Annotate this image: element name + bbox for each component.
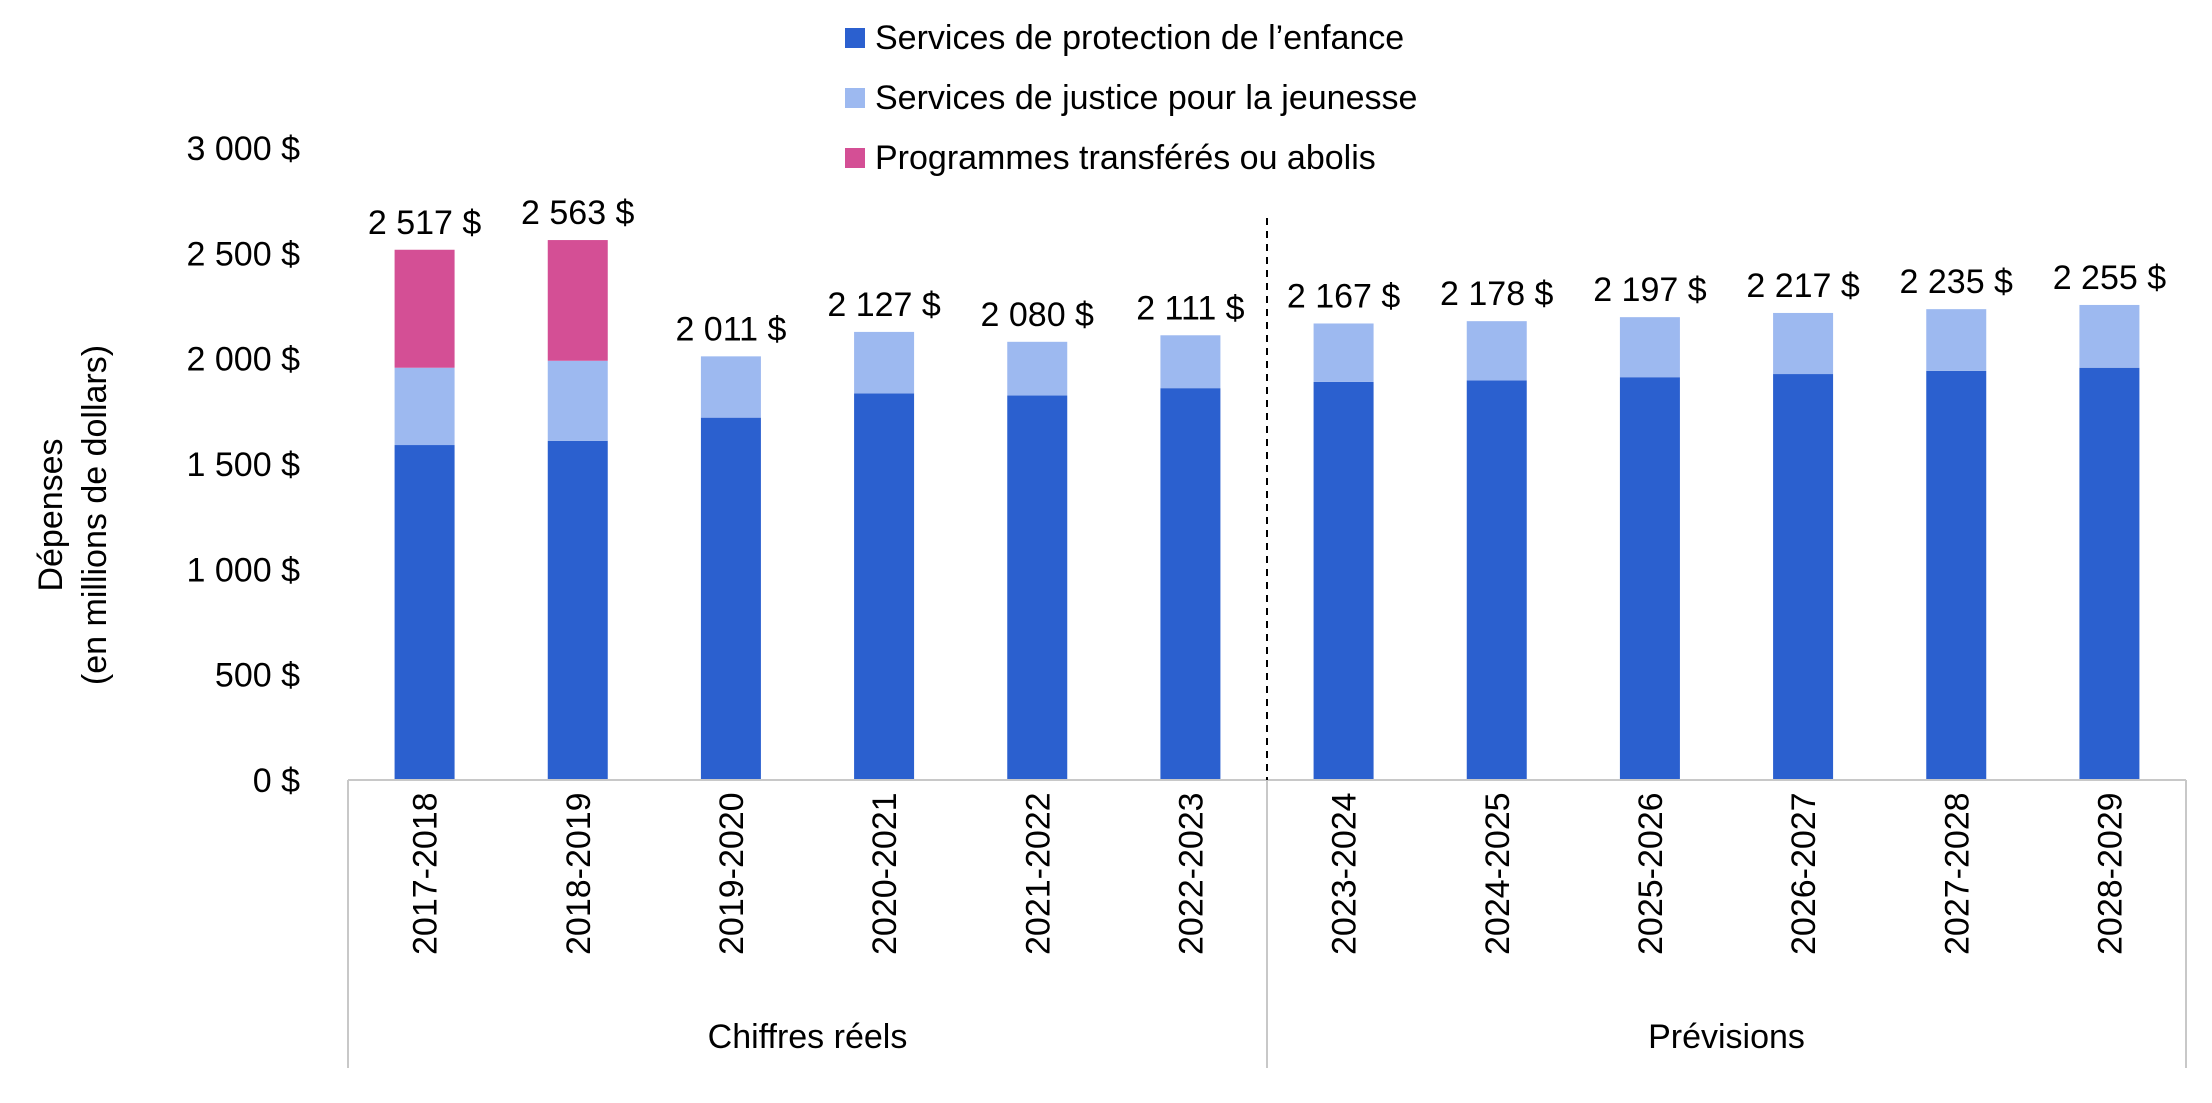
total-data-label: 2 011 $	[675, 310, 786, 348]
legend-swatch-protection	[845, 28, 865, 48]
y-tick-label: 2 500 $	[187, 235, 301, 273]
legend-label-justice: Services de justice pour la jeunesse	[875, 78, 1418, 117]
total-data-label: 2 127 $	[827, 286, 941, 324]
bar-segment-1	[1773, 374, 1834, 780]
legend: Services de protection de l’enfance Serv…	[845, 8, 1417, 188]
bar-segment-1	[1926, 370, 1987, 780]
total-data-label: 2 178 $	[1440, 275, 1554, 313]
x-tick-label: 2019-2020	[713, 792, 751, 955]
y-axis-title-line: (en millions de dollars)	[76, 345, 114, 685]
legend-swatch-transferred	[845, 148, 865, 168]
x-tick-label: 2026-2027	[1785, 792, 1823, 955]
x-tick-label: 2022-2023	[1172, 792, 1210, 955]
bar-segment-2	[1007, 341, 1068, 396]
x-tick-label: 2017-2018	[407, 792, 445, 955]
x-tick-label: 2023-2024	[1326, 792, 1364, 955]
y-axis-title: Dépenses (en millions de dollars)	[32, 345, 114, 685]
bar-segment-2	[1313, 323, 1374, 382]
total-data-label: 2 080 $	[981, 296, 1095, 334]
bar-segment-2	[394, 367, 455, 446]
bar-segment-2	[547, 360, 608, 441]
legend-label-protection: Services de protection de l’enfance	[875, 18, 1405, 57]
total-data-label: 2 217 $	[1746, 267, 1860, 305]
y-axis-title-line: Dépenses	[32, 438, 70, 591]
bar-segment-1	[394, 445, 455, 780]
x-tick-label: 2027-2028	[1938, 792, 1976, 955]
x-tick-label: 2021-2022	[1019, 792, 1057, 955]
legend-item-justice: Services de justice pour la jeunesse	[845, 68, 1417, 128]
bar-segment-2	[1160, 335, 1221, 389]
bar-segment-1	[700, 417, 761, 780]
group-label: Chiffres réels	[708, 1018, 908, 1056]
total-data-label: 2 563 $	[521, 194, 635, 232]
total-data-label: 2 111 $	[1136, 289, 1244, 327]
bar-segment-2	[700, 356, 761, 418]
total-data-label: 2 235 $	[1900, 263, 2014, 301]
bar-segment-1	[547, 440, 608, 780]
x-tick-label: 2020-2021	[866, 792, 904, 955]
y-tick-label: 1 500 $	[187, 446, 301, 484]
total-data-label: 2 197 $	[1593, 271, 1707, 309]
legend-item-transferred: Programmes transférés ou abolis	[845, 128, 1417, 188]
bar-segment-3	[394, 249, 455, 368]
group-label: Prévisions	[1648, 1018, 1805, 1056]
x-tick-label: 2028-2029	[2091, 792, 2129, 955]
bar-segment-2	[1619, 317, 1680, 378]
bar-segment-1	[1007, 395, 1068, 780]
x-tick-label: 2018-2019	[560, 792, 598, 955]
total-data-label: 2 167 $	[1287, 277, 1401, 315]
bar-segment-1	[854, 393, 915, 780]
total-data-label: 2 517 $	[368, 204, 482, 242]
bar-segment-2	[1773, 312, 1834, 375]
legend-item-protection: Services de protection de l’enfance	[845, 8, 1417, 68]
bar-segment-2	[854, 331, 915, 394]
x-tick-label: 2025-2026	[1632, 792, 1670, 955]
bar-segment-2	[2079, 304, 2140, 368]
bar-segment-3	[547, 240, 608, 361]
total-data-label: 2 255 $	[2053, 259, 2167, 297]
y-tick-label: 1 000 $	[187, 551, 301, 589]
legend-swatch-justice	[845, 88, 865, 108]
legend-label-transferred: Programmes transférés ou abolis	[875, 138, 1376, 177]
bar-segment-1	[1619, 377, 1680, 780]
bar-segment-1	[1160, 388, 1221, 780]
x-tick-label: 2024-2025	[1479, 792, 1517, 955]
y-tick-label: 500 $	[215, 657, 300, 695]
bar-segment-2	[1466, 321, 1527, 381]
bar-segment-2	[1926, 309, 1987, 371]
bar-segment-1	[1313, 381, 1374, 780]
y-tick-label: 0 $	[253, 762, 300, 800]
bar-segment-1	[2079, 367, 2140, 780]
bar-segment-1	[1466, 380, 1527, 780]
y-tick-label: 3 000 $	[187, 130, 301, 168]
y-tick-label: 2 000 $	[187, 341, 301, 379]
